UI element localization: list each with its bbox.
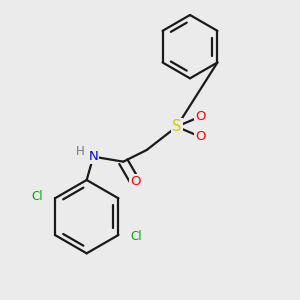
Text: Cl: Cl xyxy=(32,190,44,203)
Text: S: S xyxy=(172,119,182,134)
Text: O: O xyxy=(195,110,205,123)
Text: O: O xyxy=(195,130,205,143)
Text: O: O xyxy=(130,175,140,188)
Text: Cl: Cl xyxy=(130,230,142,243)
Text: N: N xyxy=(88,150,98,163)
Text: H: H xyxy=(76,145,84,158)
